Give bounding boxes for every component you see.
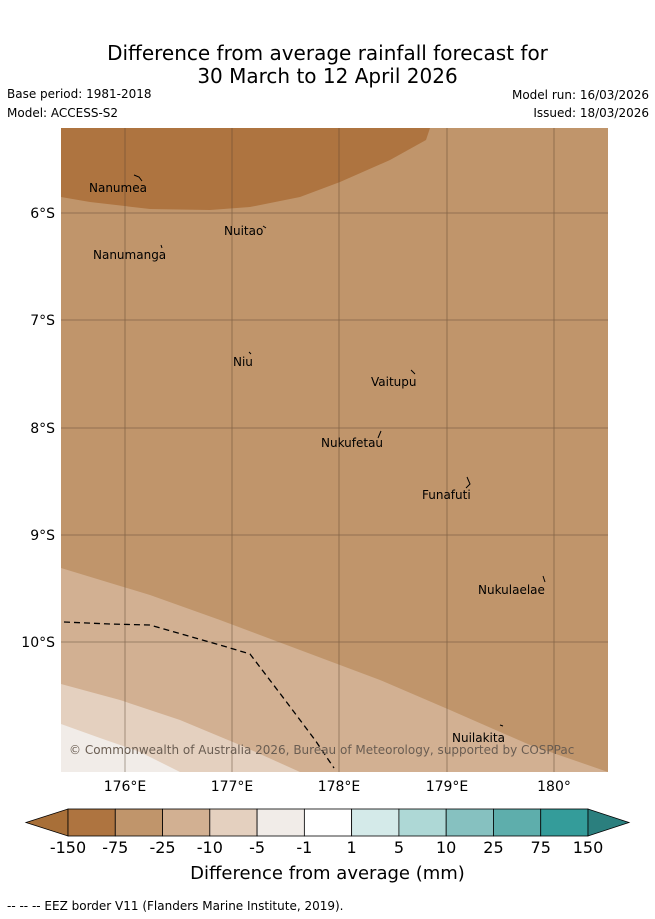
colorbar-tick-label: -1 (296, 838, 312, 857)
colorbar-arrow-left (24, 808, 69, 837)
place-nukufetau: Nukufetau (321, 436, 383, 450)
latitude-labels: 6°S 7°S 8°S 9°S 10°S (21, 206, 55, 651)
colorbar-segment (256, 808, 305, 837)
island-outlines (133, 174, 546, 727)
lat-label: 9°S (30, 528, 55, 544)
lon-label: 176°E (104, 779, 147, 795)
place-nanumanga: Nanumanga (93, 248, 166, 262)
longitude-labels: 176°E 177°E 178°E 179°E 180° (104, 779, 571, 795)
lat-label: 8°S (30, 421, 55, 437)
dry-region-north (61, 128, 430, 210)
place-funafuti: Funafuti (422, 488, 471, 502)
place-nanumea: Nanumea (89, 181, 147, 195)
colorbar-tick-label: -75 (102, 838, 128, 857)
model-name: Model: ACCESS-S2 (7, 106, 119, 120)
lat-label: 10°S (21, 635, 55, 651)
model-run: Model run: 16/03/2026 (511, 88, 649, 102)
place-niu: Niu (233, 355, 253, 369)
colorbar (24, 808, 631, 837)
colorbar-tick-label: 25 (483, 838, 503, 857)
colorbar-title: Difference from average (mm) (190, 863, 465, 884)
colorbar-segment (114, 808, 163, 837)
colorbar-segment (162, 808, 211, 837)
colorbar-tick-label: -150 (50, 838, 86, 857)
colorbar-tick-label: 10 (436, 838, 456, 857)
island-labels: Nanumea Nuitao Nanumanga Niu Vaitupu Nuk… (89, 181, 545, 745)
place-nukulaelae: Nukulaelae (478, 583, 545, 597)
lat-label: 6°S (30, 206, 55, 222)
lon-label: 178°E (318, 779, 361, 795)
title-line-1: Difference from average rainfall forecas… (107, 41, 548, 65)
colorbar-tick-label: -10 (197, 838, 223, 857)
colorbar-segment (209, 808, 258, 837)
colorbar-segment (493, 808, 542, 837)
colorbar-tick-label: 150 (573, 838, 604, 857)
lon-label: 177°E (211, 779, 254, 795)
eez-footnote: -- -- -- EEZ border V11 (Flanders Marine… (7, 899, 344, 913)
colorbar-tick-label: -5 (249, 838, 265, 857)
colorbar-segment (540, 808, 589, 837)
issued-date: Issued: 18/03/2026 (533, 106, 649, 120)
title-line-2: 30 March to 12 April 2026 (197, 64, 458, 88)
graticule (61, 128, 608, 772)
lon-label: 179°E (426, 779, 469, 795)
colorbar-segment (445, 808, 494, 837)
base-period: Base period: 1981-2018 (7, 87, 152, 101)
lon-label: 180° (537, 779, 571, 795)
copyright-notice: © Commonwealth of Australia 2026, Bureau… (69, 743, 574, 757)
colorbar-tick-label: -25 (149, 838, 175, 857)
colorbar-segment (351, 808, 400, 837)
colorbar-tick-label: 5 (394, 838, 404, 857)
place-nuilakita: Nuilakita (452, 731, 505, 745)
dry-region-south (61, 568, 608, 772)
colorbar-tick-label: 1 (347, 838, 357, 857)
colorbar-segment (67, 808, 116, 837)
colorbar-labels: -150 -75 -25 -10 -5 -1 1 5 10 25 75 150 (50, 838, 603, 857)
eez-border (63, 621, 335, 769)
place-vaitupu: Vaitupu (371, 375, 417, 389)
place-nuitao: Nuitao (224, 224, 263, 238)
colorbar-segment (303, 808, 353, 837)
neutral-region (61, 724, 180, 772)
colorbar-arrow-right (587, 808, 631, 837)
lat-label: 7°S (30, 313, 55, 329)
colorbar-tick-label: 75 (531, 838, 551, 857)
colorbar-segment (398, 808, 447, 837)
